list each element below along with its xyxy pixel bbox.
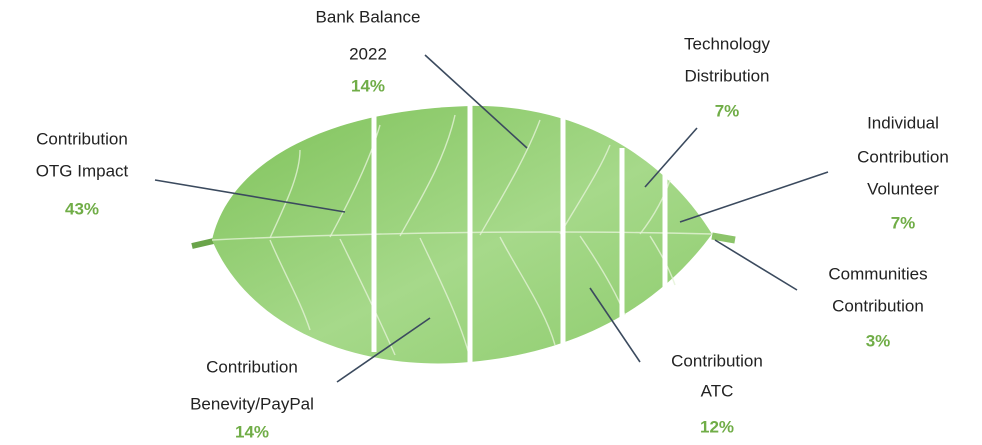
segment-percent: 12%: [700, 417, 734, 436]
segment-label: Individual: [867, 113, 939, 132]
leader-line: [680, 172, 828, 222]
segment-label: Contribution: [36, 129, 128, 148]
segment-label: Contribution: [857, 147, 949, 166]
segment-percent: 7%: [891, 213, 916, 232]
segment-label: ATC: [701, 381, 734, 400]
segment-label: Benevity/PayPal: [190, 394, 314, 413]
segment-label: Technology: [684, 34, 771, 53]
segment-label: Contribution: [206, 357, 298, 376]
segment-label: OTG Impact: [36, 161, 129, 180]
leader-line: [645, 128, 697, 187]
segment-percent: 3%: [866, 331, 891, 350]
segment-label: 2022: [349, 44, 387, 63]
segment-percent: 43%: [65, 199, 99, 218]
segment-label: Communities: [828, 264, 927, 283]
infographic: Contribution OTG Impact 43% Bank Balance 202…: [0, 0, 982, 445]
segment-percent: 14%: [235, 422, 269, 441]
segment-label: Volunteer: [867, 179, 939, 198]
leaf: [192, 100, 735, 366]
segment-percent: 7%: [715, 101, 740, 120]
segment-label: Contribution: [832, 296, 924, 315]
segment-percent: 14%: [351, 76, 385, 95]
segment-label: Contribution: [671, 351, 763, 370]
segment-label: Distribution: [684, 66, 769, 85]
segment-label: Bank Balance: [316, 7, 421, 26]
leader-line: [715, 240, 797, 290]
